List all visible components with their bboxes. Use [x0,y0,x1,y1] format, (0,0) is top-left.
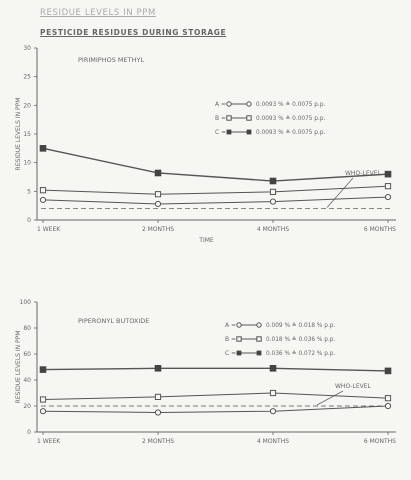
legend-key-letter: B = [215,115,226,122]
y-tick-label: 80 [23,325,31,332]
page-subtitle: PESTICIDE RESIDUES DURING STORAGE [40,28,227,37]
chart-title-1: PIPERONYL BUTOXIDE [78,317,149,325]
x-tick-label: 4 MONTHS [257,226,289,233]
who-level-pointer [316,390,344,406]
y-tick-label: 10 [23,160,31,167]
legend-marker [246,115,252,121]
y-tick-label: 15 [23,131,31,138]
data-point [39,408,47,415]
data-point [154,200,162,208]
who-level-pointer [326,177,354,208]
series-line-0-1 [42,185,389,195]
data-point [269,365,277,372]
data-point [39,145,47,152]
legend-marker [256,322,262,328]
y-tick-label: 0 [27,217,31,224]
legend-marker [256,336,262,342]
data-point [154,169,162,177]
data-point [269,198,277,205]
legend-marker [246,129,252,135]
y-tick-label: 20 [23,403,31,410]
legend-marker [226,129,232,135]
legend-marker [236,336,242,342]
legend-label: 0.018 % ≙ 0.036 % p.p. [266,336,335,343]
legend-label: 0.009 % ≙ 0.018 % p.p. [266,322,335,329]
page-title: RESIDUE LEVELS IN PPM [40,8,156,18]
x-tick-label: 1 WEEK [37,438,61,445]
y-tick-label: 30 [23,45,31,52]
data-point [384,170,392,178]
series-line-1-1 [42,392,389,400]
x-tick-label: 2 MONTHS [142,226,174,233]
legend-key-letter: A = [225,322,236,329]
legend-marker [226,115,232,121]
x-tick-label: 2 MONTHS [142,438,174,445]
x-tick-label: 1 WEEK [37,226,61,233]
x-tick-label: 4 MONTHS [257,438,289,445]
legend-label: 0.036 % ≙ 0.072 % p.p. [266,350,335,357]
data-point [269,188,277,196]
series-line-0-0 [42,196,389,205]
legend-label: 0.0093 % ≙ 0.0075 p.p. [256,129,326,136]
data-point [39,196,47,204]
y-tick-label: 25 [23,74,31,81]
data-point [39,396,47,403]
x-tick-label: 6 MONTHS [364,226,396,233]
data-point [154,393,162,400]
y-tick-label: 0 [27,429,31,436]
data-point [384,183,392,190]
series-line-1-0 [42,405,389,414]
series-line-1-2 [42,367,389,372]
data-point [154,365,162,372]
y-tick-label: 5 [27,188,31,195]
y-tick-label: 20 [23,102,31,109]
who-level-label: WHO-LEVEL [335,383,372,390]
y-tick-label: 60 [23,351,31,358]
data-point [269,177,277,185]
data-point [384,402,392,410]
data-point [384,367,392,375]
x-tick-label: 6 MONTHS [364,438,396,445]
who-level-label: WHO-LEVEL [345,170,382,177]
legend-key-letter: C = [215,129,226,136]
data-point [269,389,277,397]
legend-marker [236,322,242,328]
data-point [39,187,47,194]
legend-label: 0.0093 % ≙ 0.0075 p.p. [256,101,326,108]
legend-key-letter: C = [225,350,236,357]
legend-marker [226,101,232,107]
y-tick-label: 100 [20,299,32,306]
y-tick-label: 40 [23,377,31,384]
chart-title-0: PIRIMIPHOS METHYL [78,56,144,64]
data-point [384,193,392,201]
x-axis-label: TIME [198,237,214,244]
legend-marker [236,350,242,356]
data-point [154,409,162,416]
data-point [154,191,162,198]
data-point [269,408,277,415]
legend-key-letter: B = [225,336,236,343]
legend-marker [256,350,262,356]
y-axis-label: RESIDUE LEVELS IN PPM [15,331,22,404]
data-point [384,395,392,402]
legend-key-letter: A = [215,101,226,108]
data-point [39,366,47,373]
legend-label: 0.0093 % ≙ 0.0075 p.p. [256,115,326,122]
series-line-0-2 [42,147,389,182]
y-axis-label: RESIDUE LEVELS IN PPM [15,98,22,171]
legend-marker [246,101,252,107]
